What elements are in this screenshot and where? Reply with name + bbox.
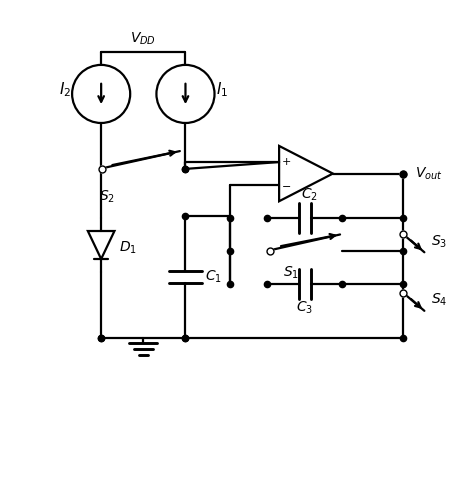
Text: $S_2$: $S_2$ (99, 188, 115, 205)
Text: $C_2$: $C_2$ (301, 187, 318, 203)
Text: $S_1$: $S_1$ (283, 265, 299, 281)
Text: $D_1$: $D_1$ (119, 239, 137, 256)
Text: $V_{out}$: $V_{out}$ (415, 165, 443, 182)
Text: $S_3$: $S_3$ (431, 233, 447, 250)
Text: $V_{DD}$: $V_{DD}$ (130, 31, 156, 47)
Text: +: + (282, 157, 291, 167)
Text: $I_1$: $I_1$ (216, 80, 228, 99)
Text: $C_3$: $C_3$ (296, 300, 313, 316)
Text: $C_1$: $C_1$ (205, 269, 222, 285)
Text: $-$: $-$ (281, 180, 291, 190)
Text: $S_4$: $S_4$ (431, 292, 448, 308)
Text: $I_2$: $I_2$ (58, 80, 71, 99)
